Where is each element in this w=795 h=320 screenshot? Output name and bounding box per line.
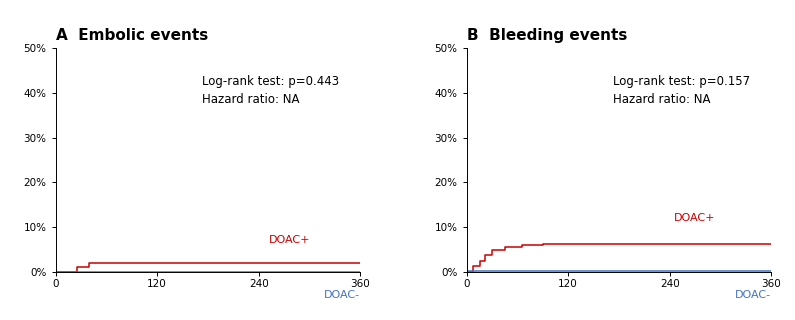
Text: Log-rank test: p=0.443
Hazard ratio: NA: Log-rank test: p=0.443 Hazard ratio: NA (202, 75, 339, 106)
Text: B  Bleeding events: B Bleeding events (467, 28, 627, 43)
Text: Log-rank test: p=0.157
Hazard ratio: NA: Log-rank test: p=0.157 Hazard ratio: NA (613, 75, 750, 106)
Text: DOAC+: DOAC+ (673, 213, 716, 223)
Text: DOAC-: DOAC- (324, 290, 359, 300)
Text: A  Embolic events: A Embolic events (56, 28, 208, 43)
Text: DOAC-: DOAC- (735, 290, 770, 300)
Text: DOAC+: DOAC+ (269, 235, 310, 245)
